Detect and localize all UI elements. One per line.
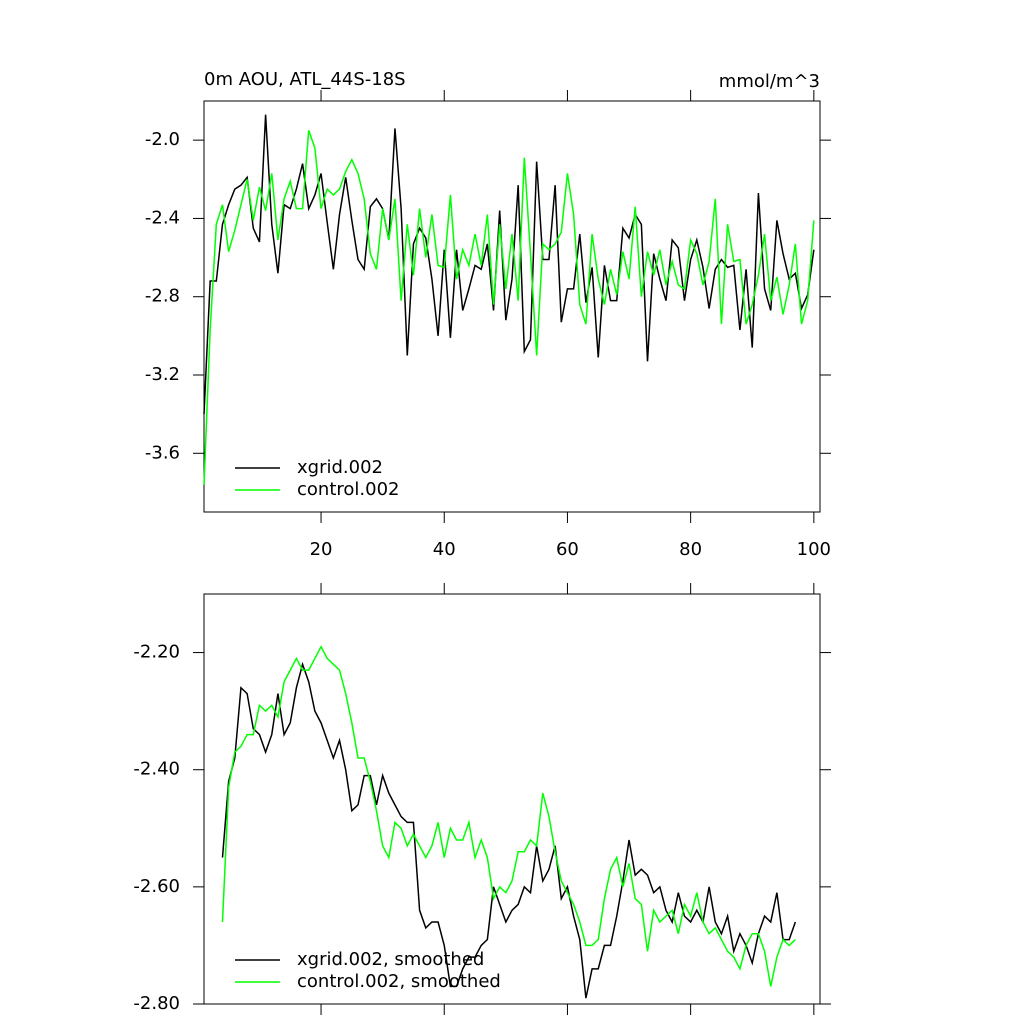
units-label: mmol/m^3 <box>719 71 820 92</box>
x-tick-label: 100 <box>797 539 831 560</box>
chart-title: 0m AOU, ATL_44S-18S <box>204 69 406 90</box>
legend-label: control.002 <box>297 479 399 500</box>
series-line <box>221 661 797 999</box>
y-tick-label: -3.6 <box>145 442 180 463</box>
y-tick-label: -2.8 <box>145 286 180 307</box>
plot-frame <box>203 100 821 513</box>
x-tick-label: 60 <box>556 539 579 560</box>
series-line <box>203 114 815 415</box>
legend-label: xgrid.002 <box>297 457 383 478</box>
legend-label: xgrid.002, smoothed <box>297 949 484 970</box>
y-tick-label: -3.2 <box>145 364 180 385</box>
y-tick-label: -2.60 <box>133 876 180 897</box>
y-tick-label: -2.20 <box>133 642 180 663</box>
y-tick-label: -2.80 <box>133 993 180 1014</box>
y-tick-label: -2.4 <box>145 207 180 228</box>
y-tick-label: -2.40 <box>133 759 180 780</box>
x-tick-label: 40 <box>433 539 456 560</box>
x-tick-label: 80 <box>679 539 702 560</box>
y-tick-label: -2.0 <box>145 129 180 150</box>
series-line <box>221 645 796 987</box>
legend-label: control.002, smoothed <box>297 971 501 992</box>
x-tick-label: 20 <box>310 539 333 560</box>
plot-frame <box>203 593 821 1005</box>
series-line <box>203 130 815 485</box>
